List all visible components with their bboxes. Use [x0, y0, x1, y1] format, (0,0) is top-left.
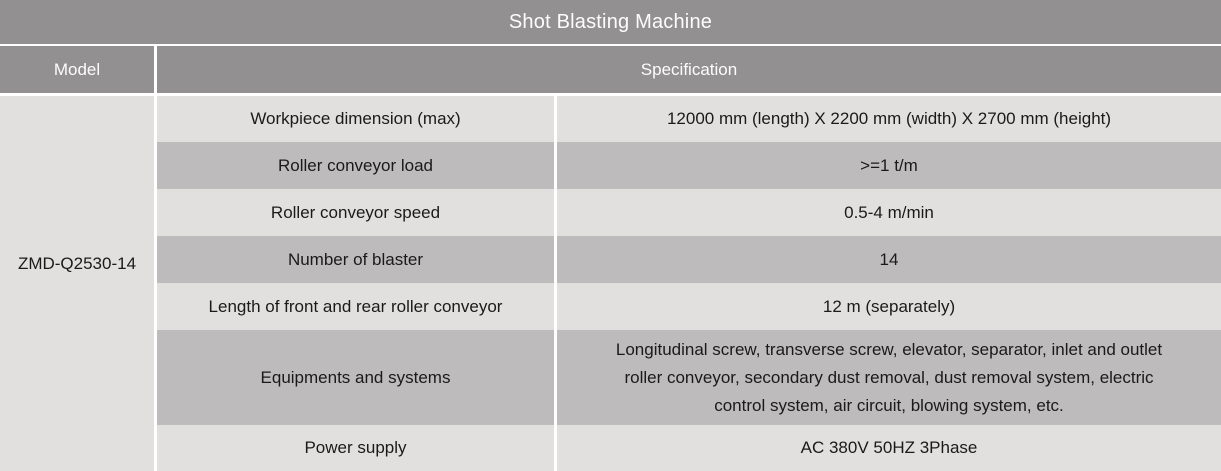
spec-param: Roller conveyor load — [157, 142, 554, 189]
spec-value: 12000 mm (length) X 2200 mm (width) X 27… — [557, 96, 1221, 142]
table-title: Shot Blasting Machine — [0, 0, 1221, 44]
spec-value: AC 380V 50HZ 3Phase — [557, 425, 1221, 471]
spec-param: Number of blaster — [157, 236, 554, 283]
table-row: Workpiece dimension (max) 12000 mm (leng… — [157, 96, 1221, 142]
spec-rows: Workpiece dimension (max) 12000 mm (leng… — [157, 96, 1221, 471]
spec-param: Roller conveyor speed — [157, 189, 554, 236]
spec-param: Power supply — [157, 425, 554, 471]
spec-param: Workpiece dimension (max) — [157, 96, 554, 142]
table-row: Roller conveyor load >=1 t/m — [157, 142, 1221, 189]
spec-param: Equipments and systems — [157, 330, 554, 425]
table-row: Power supply AC 380V 50HZ 3Phase — [157, 425, 1221, 471]
column-header-row: Model Specification — [0, 46, 1221, 93]
table-body: ZMD-Q2530-14 Workpiece dimension (max) 1… — [0, 96, 1221, 471]
spec-value: 0.5-4 m/min — [557, 189, 1221, 236]
model-header-label: Model — [53, 59, 101, 79]
model-value: ZMD-Q2530-14 — [17, 253, 137, 273]
table-title-text: Shot Blasting Machine — [508, 10, 713, 33]
model-column-header: Model — [0, 46, 154, 93]
spec-value: >=1 t/m — [557, 142, 1221, 189]
specification-column-header: Specification — [157, 46, 1221, 93]
specification-header-label: Specification — [640, 59, 738, 79]
table-row: Number of blaster 14 — [157, 236, 1221, 283]
table-row: Length of front and rear roller conveyor… — [157, 283, 1221, 330]
spec-value: 12 m (separately) — [557, 283, 1221, 330]
spec-value: Longitudinal screw, transverse screw, el… — [557, 330, 1221, 425]
spec-param: Length of front and rear roller conveyor — [157, 283, 554, 330]
table-row: Roller conveyor speed 0.5-4 m/min — [157, 189, 1221, 236]
table-row: Equipments and systems Longitudinal scre… — [157, 330, 1221, 425]
spec-value: 14 — [557, 236, 1221, 283]
model-cell: ZMD-Q2530-14 — [0, 96, 154, 471]
